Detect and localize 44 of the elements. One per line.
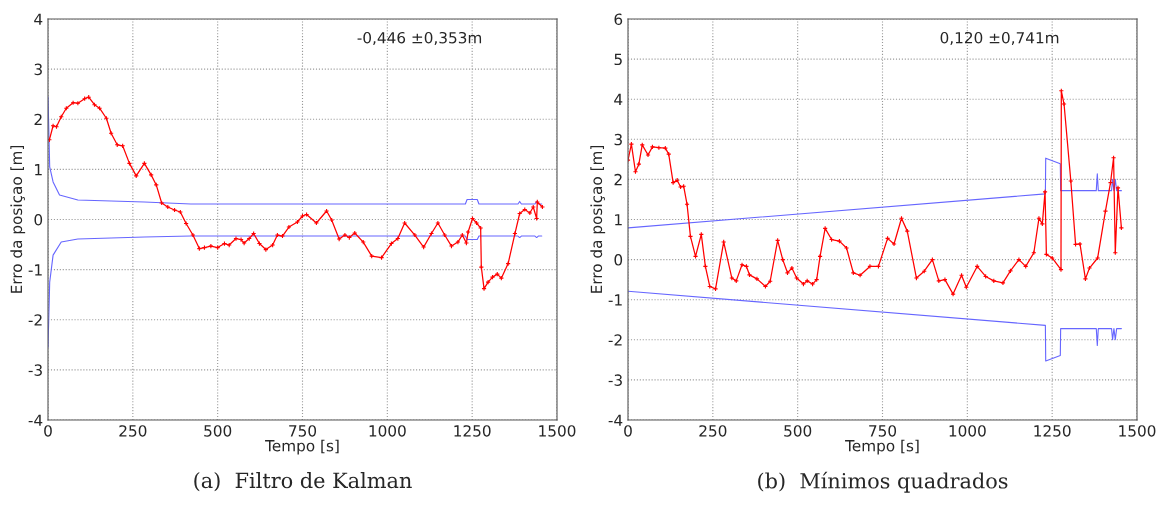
y-tick-label: 5: [614, 53, 622, 66]
y-axis-title: Erro da posiçao [m]: [590, 145, 606, 293]
line-series: [628, 157, 1122, 229]
x-tick-label: 1250: [1034, 425, 1071, 437]
y-tick-label: 0: [614, 254, 623, 266]
y-tick-label: -3: [608, 374, 622, 386]
y-axis-title: Erro da posiçao [m]: [10, 145, 26, 293]
y-tick-label: 2: [34, 113, 42, 126]
y-tick-label: -1: [608, 294, 622, 306]
x-tick-label: 500: [204, 425, 232, 437]
x-tick-label: 750: [289, 425, 317, 437]
x-tick-label: 1250: [454, 425, 491, 437]
x-tick-label: 250: [119, 425, 147, 437]
y-tick-label: 4: [34, 13, 43, 25]
line-series: [628, 290, 1122, 362]
y-tick-label: -2: [28, 314, 42, 326]
annotation: -0,446 ±0,353m: [357, 31, 482, 46]
y-tick-label: -4: [608, 414, 623, 426]
y-tick-label: 4: [614, 93, 623, 105]
x-tick-label: 750: [869, 425, 897, 437]
x-tick-label: 1500: [539, 425, 576, 437]
y-tick-label: 3: [34, 63, 42, 76]
text: (a) Filtro de Kalman: [194, 472, 412, 492]
x-tick-label: 0: [44, 425, 52, 437]
y-tick-label: 1: [35, 164, 42, 176]
y-tick-label: 3: [614, 133, 622, 146]
x-axis-title: Tempo [s]: [845, 439, 919, 455]
y-tick-label: -1: [28, 264, 42, 276]
y-tick-label: 1: [615, 214, 622, 226]
x-tick-label: 250: [699, 425, 727, 437]
y-tick-label: 2: [614, 173, 622, 186]
y-tick-label: -3: [28, 364, 42, 376]
x-tick-label: 1000: [369, 425, 406, 437]
x-tick-label: 1000: [949, 425, 986, 437]
x-tick-label: 1500: [1119, 425, 1156, 437]
x-tick-label: 500: [784, 425, 812, 437]
annotation: 0,120 ±0,741m: [940, 31, 1059, 46]
y-tick-label: -4: [28, 414, 43, 426]
x-axis-title: Tempo [s]: [265, 439, 339, 455]
y-tick-label: -2: [608, 334, 622, 346]
y-tick-label: 6: [614, 13, 623, 26]
y-tick-label: 0: [34, 213, 43, 226]
text: (b) Mínimos quadrados: [758, 471, 1008, 493]
x-tick-label: 0: [624, 425, 632, 437]
